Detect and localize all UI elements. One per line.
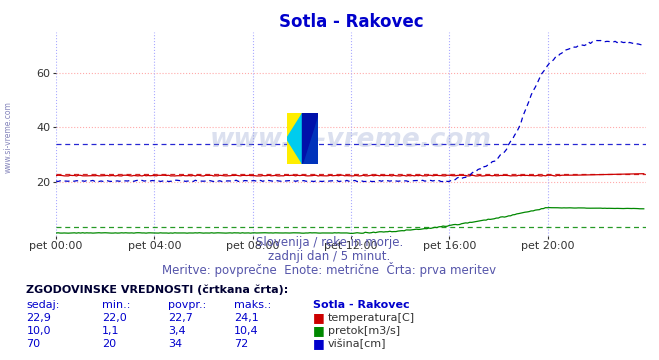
Text: povpr.:: povpr.: <box>168 300 206 310</box>
Text: 72: 72 <box>234 339 248 349</box>
Text: ■: ■ <box>313 324 325 337</box>
Text: Meritve: povprečne  Enote: metrične  Črta: prva meritev: Meritve: povprečne Enote: metrične Črta:… <box>162 262 497 277</box>
Text: www.si-vreme.com: www.si-vreme.com <box>210 127 492 153</box>
Text: www.si-vreme.com: www.si-vreme.com <box>3 101 13 173</box>
Text: temperatura[C]: temperatura[C] <box>328 313 415 323</box>
Text: 20: 20 <box>102 339 116 349</box>
Text: 22,7: 22,7 <box>168 313 193 323</box>
Text: višina[cm]: višina[cm] <box>328 339 386 349</box>
Text: 1,1: 1,1 <box>102 326 120 336</box>
Text: 10,0: 10,0 <box>26 326 51 336</box>
Text: ■: ■ <box>313 337 325 350</box>
Text: min.:: min.: <box>102 300 130 310</box>
Text: 24,1: 24,1 <box>234 313 259 323</box>
Bar <box>302 113 318 164</box>
Text: pretok[m3/s]: pretok[m3/s] <box>328 326 399 336</box>
Polygon shape <box>287 113 302 164</box>
Text: maks.:: maks.: <box>234 300 272 310</box>
Text: 22,0: 22,0 <box>102 313 127 323</box>
Polygon shape <box>302 113 318 164</box>
Text: sedaj:: sedaj: <box>26 300 60 310</box>
Title: Sotla - Rakovec: Sotla - Rakovec <box>279 13 423 31</box>
Text: 34: 34 <box>168 339 182 349</box>
Text: ■: ■ <box>313 311 325 324</box>
Bar <box>287 113 302 164</box>
Text: 70: 70 <box>26 339 40 349</box>
Text: 10,4: 10,4 <box>234 326 258 336</box>
Text: 22,9: 22,9 <box>26 313 51 323</box>
Text: zadnji dan / 5 minut.: zadnji dan / 5 minut. <box>268 250 391 263</box>
Text: Sotla - Rakovec: Sotla - Rakovec <box>313 300 410 310</box>
Text: ZGODOVINSKE VREDNOSTI (črtkana črta):: ZGODOVINSKE VREDNOSTI (črtkana črta): <box>26 285 289 296</box>
Text: Slovenija / reke in morje.: Slovenija / reke in morje. <box>256 235 403 248</box>
Text: 3,4: 3,4 <box>168 326 186 336</box>
